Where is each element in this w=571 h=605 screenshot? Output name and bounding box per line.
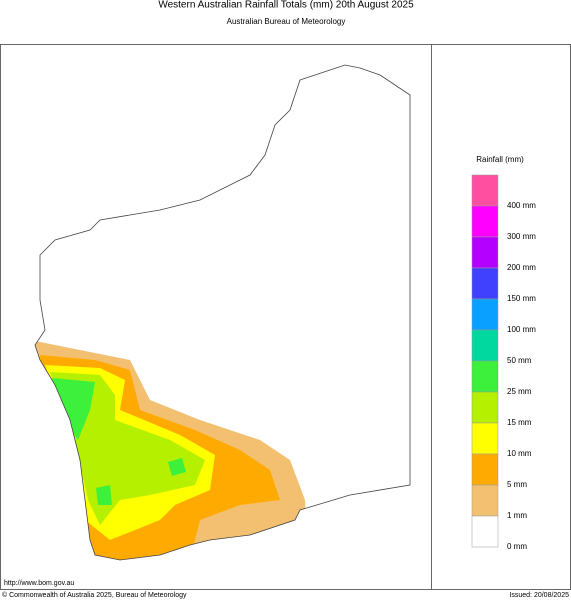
- legend-swatch: [471, 205, 499, 238]
- footer-copyright: © Commonwealth of Australia 2025, Bureau…: [2, 591, 187, 599]
- legend-swatch: [471, 267, 499, 300]
- legend-swatch: [471, 422, 499, 455]
- legend-swatch: [471, 174, 499, 207]
- legend-label: 400 mm: [507, 201, 536, 210]
- rainfall-zones: [35, 340, 310, 560]
- legend-swatch: [471, 453, 499, 486]
- legend-swatch: [471, 236, 499, 269]
- legend-swatch: [471, 360, 499, 393]
- legend-frame: [431, 44, 571, 590]
- legend-label: 1 mm: [507, 511, 527, 520]
- coastline: [34, 64, 411, 561]
- legend-label: 10 mm: [507, 449, 532, 458]
- legend-label: 50 mm: [507, 356, 532, 365]
- legend-label: 15 mm: [507, 418, 532, 427]
- subtitle: Australian Bureau of Meteorology: [227, 17, 346, 26]
- legend-label: 100 mm: [507, 325, 536, 334]
- legend-swatch: [471, 298, 499, 331]
- title: Western Australian Rainfall Totals (mm) …: [158, 0, 414, 11]
- footer-issued: Issued: 20/08/2025: [509, 592, 569, 599]
- legend-swatch: [471, 391, 499, 424]
- legend-label: 0 mm: [507, 542, 527, 551]
- legend-label: 150 mm: [507, 294, 536, 303]
- legend-label: 300 mm: [507, 232, 536, 241]
- legend-label: 200 mm: [507, 263, 536, 272]
- legend-label: 5 mm: [507, 480, 527, 489]
- legend-label: 25 mm: [507, 387, 532, 396]
- zone-25mm: [52, 378, 186, 505]
- legend-swatch: [471, 515, 499, 548]
- legend-swatch: [471, 329, 499, 362]
- footer-url: http://www.bom.gov.au: [4, 580, 74, 587]
- legend-title: Rainfall (mm): [476, 155, 524, 164]
- legend-swatch: [471, 484, 499, 517]
